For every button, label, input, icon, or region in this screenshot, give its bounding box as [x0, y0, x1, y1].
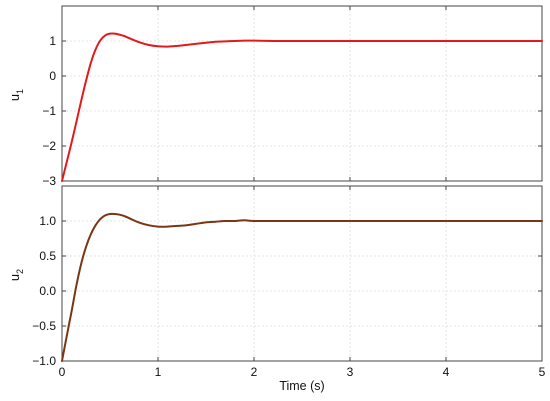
x-tick-label: 4: [443, 365, 450, 379]
subplot-top-frame: [61, 5, 543, 182]
y-tick-label: −3: [42, 174, 56, 188]
subplot-top-ticks: −3 −2 −1 0 1: [42, 6, 543, 188]
subplot-bottom-xlabel: Time (s): [279, 379, 324, 393]
subplot-bottom-series: [61, 212, 543, 362]
subplot-bottom-ylabel: u2: [8, 269, 25, 281]
subplot-top: −3 −2 −1 0 1 u1: [8, 5, 543, 188]
y-tick-label: 0.5: [39, 249, 56, 263]
y-tick-label: −1.0: [32, 354, 56, 368]
x-tick-label: 3: [347, 365, 354, 379]
y-tick-label: 1: [49, 34, 56, 48]
x-tick-label: 5: [539, 365, 546, 379]
y-tick-label: 1.0: [39, 214, 56, 228]
subplot-bottom-frame: [61, 185, 543, 362]
subplot-bottom: 0 1 2 3 4 5 −1.0 −0.5 0.0 0.5 1.0 u2 Time (s): [8, 185, 546, 393]
subplot-top-series: [61, 32, 543, 182]
subplot-top-ylabel: u1: [8, 89, 25, 101]
x-tick-label: 1: [155, 365, 162, 379]
y-tick-label: −0.5: [32, 319, 56, 333]
y-tick-label: 0.0: [39, 284, 56, 298]
series-line-bottom: [61, 212, 543, 362]
subplot-bottom-grid: [62, 186, 542, 361]
y-tick-label: −1: [42, 104, 56, 118]
y-tick-label: −2: [42, 139, 56, 153]
subplot-bottom-ticks: 0 1 2 3 4 5 −1.0 −0.5 0.0 0.5 1.0: [32, 186, 546, 379]
series-line-top: [61, 32, 543, 182]
x-tick-label: 2: [251, 365, 258, 379]
y-tick-label: 0: [49, 69, 56, 83]
x-tick-label: 0: [59, 365, 66, 379]
